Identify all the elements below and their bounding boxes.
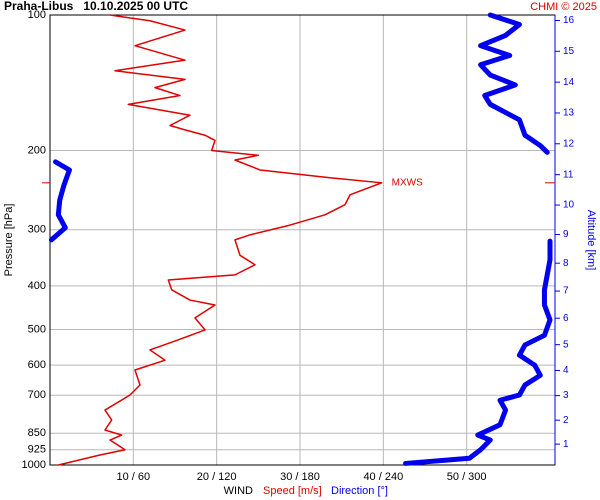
y2-tick-label: 1	[563, 439, 569, 450]
annotation: MXWS	[392, 177, 423, 188]
y-tick-label: 500	[28, 323, 46, 335]
credit: CHMI © 2025	[530, 1, 597, 13]
y2-tick-label: 4	[563, 365, 569, 376]
y2-tick-label: 3	[563, 390, 569, 401]
y2-tick-label: 6	[563, 313, 569, 324]
x-tick-label: 20 / 120	[197, 471, 237, 483]
y-tick-label: 300	[28, 224, 46, 236]
y2-axis-label: Altitude [km]	[585, 210, 597, 271]
x-axis-label: Direction [°]	[331, 485, 388, 497]
y2-tick-label: 14	[563, 77, 575, 88]
x-tick-label: 50 / 300	[447, 471, 487, 483]
x-axis-label: WIND	[224, 485, 253, 497]
y2-tick-label: 16	[563, 15, 575, 26]
y-tick-label: 925	[28, 444, 46, 456]
y2-tick-label: 2	[563, 415, 569, 426]
y-tick-label: 200	[28, 144, 46, 156]
y-axis-label: Pressure [hPa]	[3, 204, 15, 277]
y-tick-label: 850	[28, 427, 46, 439]
x-tick-label: 40 / 240	[363, 471, 403, 483]
x-tick-label: 30 / 180	[280, 471, 320, 483]
y2-tick-label: 12	[563, 138, 575, 149]
series-line	[57, 14, 383, 466]
y-tick-label: 100	[28, 9, 46, 21]
y2-tick-label: 7	[563, 286, 569, 297]
x-axis-label: Speed [m/s]	[263, 485, 322, 497]
y-tick-label: 400	[28, 280, 46, 292]
chart-title: Praha-Libus 10.10.2025 00 UTC	[4, 0, 188, 13]
x-tick-label: 10 / 60	[117, 471, 151, 483]
y-tick-label: 600	[28, 359, 46, 371]
y2-tick-label: 13	[563, 108, 575, 119]
series-line	[48, 159, 72, 243]
y2-tick-label: 11	[563, 169, 574, 180]
y2-tick-label: 15	[563, 46, 575, 57]
series-line	[478, 12, 550, 155]
y2-tick-label: 5	[563, 339, 569, 350]
series-line	[403, 238, 553, 466]
y-tick-label: 700	[28, 389, 46, 401]
y2-tick-label: 10	[563, 200, 575, 211]
y2-tick-label: 8	[563, 258, 569, 269]
y2-tick-label: 9	[563, 229, 569, 240]
y-tick-label: 1000	[22, 459, 46, 471]
